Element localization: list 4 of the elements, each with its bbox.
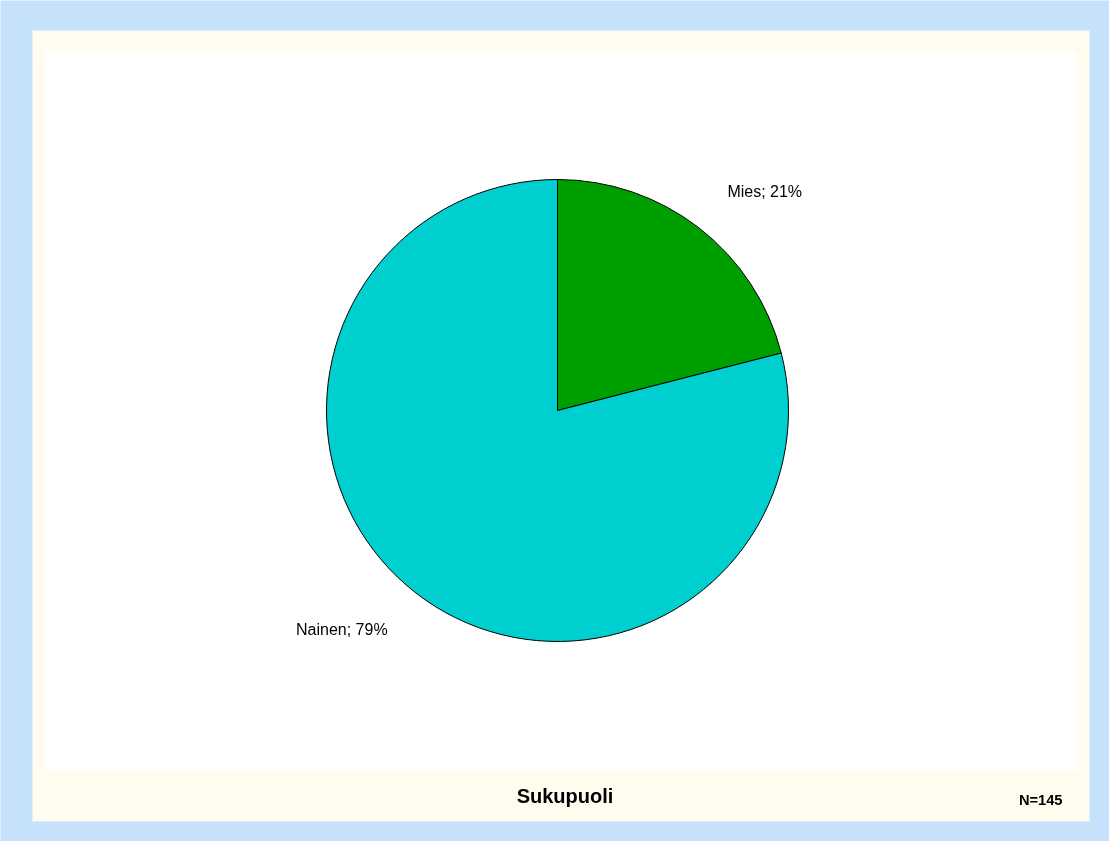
slice-label: Mies; 21% [727,182,803,200]
slice-label: Nainen; 79% [295,621,388,639]
text: N=145 [1018,791,1063,808]
text: Sukupuoli [516,784,614,807]
